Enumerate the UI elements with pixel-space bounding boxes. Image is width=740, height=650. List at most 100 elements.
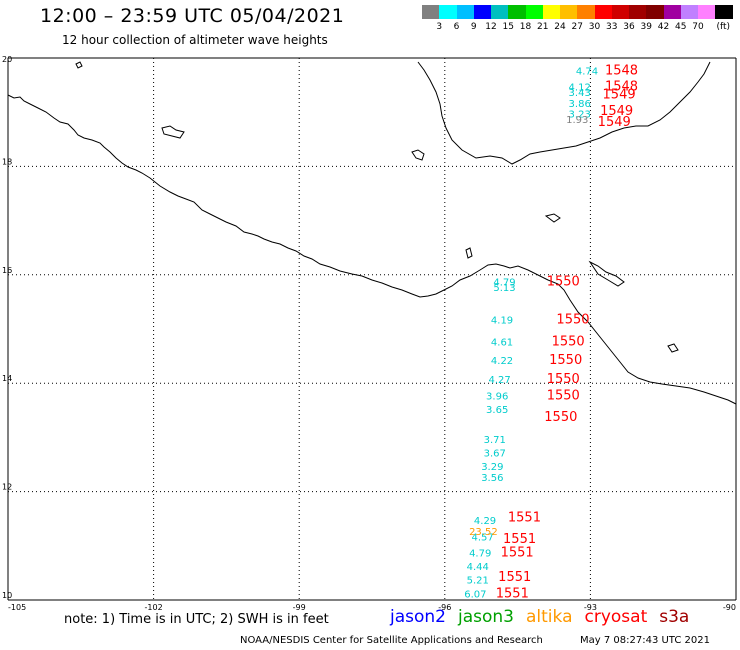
wave-height-value: 6.07	[464, 589, 486, 600]
scale-swatch	[663, 5, 681, 19]
wave-height-value: 3.67	[484, 448, 506, 459]
wave-height-value: 5.21	[467, 576, 489, 587]
scale-label: 33	[606, 22, 618, 32]
mission-jason3: jason3	[458, 607, 514, 627]
scale-label: 15	[502, 22, 514, 32]
scale-label: 9	[470, 22, 477, 32]
mission-cryosat: cryosat	[584, 607, 648, 627]
mission-altika: altika	[526, 607, 573, 627]
island-3	[588, 260, 625, 287]
latitude-label: 10	[2, 591, 12, 600]
longitude-label: -93	[584, 603, 597, 612]
latitude-labels: 20 18 16 14 12 10	[2, 55, 12, 600]
map-subtitle: 12 hour collection of altimeter wave hei…	[62, 33, 328, 47]
wave-height-value: 3.43	[569, 88, 591, 99]
scale-label: 6	[453, 22, 460, 32]
pass-time-label: 1550	[549, 353, 582, 368]
scale-swatch	[680, 5, 698, 19]
latitude-label: 20	[2, 55, 12, 64]
scale-swatch	[422, 5, 440, 19]
observations: 4.744.123.433.863.234.795.134.194.614.22…	[464, 63, 638, 601]
latitude-label: 12	[2, 483, 12, 492]
pass-time-label: 1550	[547, 372, 580, 387]
mission-legend: jason2 jason3 altika cryosat s3a	[390, 607, 701, 627]
wave-height-value: 4.44	[467, 562, 489, 573]
scale-swatch	[594, 5, 612, 19]
pass-time-label: 1551	[501, 546, 534, 561]
scale-swatch	[715, 5, 733, 19]
island-5	[667, 343, 679, 353]
latitude-label: 18	[2, 157, 12, 166]
footnote: note: 1) Time is in UTC; 2) SWH is in fe…	[64, 612, 329, 627]
pass-time-label: 1550	[547, 275, 580, 290]
scale-label: 30	[588, 22, 601, 32]
mission-jason2: jason2	[390, 607, 446, 627]
scale-swatch	[439, 5, 457, 19]
pass-time-label: 1550	[556, 313, 589, 328]
wave-height-value: 4.61	[491, 337, 513, 348]
scale-swatch	[646, 5, 664, 19]
scale-label: 12	[485, 22, 497, 32]
scale-label: 18	[519, 22, 532, 32]
longitude-labels: -105 -102 -99 -96 -93 -90	[8, 603, 736, 612]
color-scale-labels: 3 6 9 12 15 18 21 24 27 30 33 36 39 42 45 70 (ft)	[422, 22, 737, 34]
wave-height-value: 3.71	[484, 435, 506, 446]
scale-swatch	[542, 5, 560, 19]
longitude-label: -102	[145, 603, 163, 612]
pass-time-label: 1549	[598, 115, 631, 130]
scale-swatch	[698, 5, 716, 19]
scale-label: 21	[537, 22, 549, 32]
pass-time-label: 1550	[547, 388, 580, 403]
graticule-grid	[7, 57, 737, 601]
scale-swatch	[629, 5, 647, 19]
pass-time-label: 1549	[603, 88, 636, 103]
scale-label: 3	[436, 22, 443, 32]
wave-height-value: 4.74	[576, 66, 598, 77]
island-4	[544, 213, 561, 223]
scale-label: 27	[571, 22, 583, 32]
pass-time-label: 1548	[605, 80, 638, 95]
generation-timestamp: May 7 08:27:43 UTC 2021	[580, 635, 710, 646]
longitude-label: -99	[293, 603, 306, 612]
island-1	[161, 125, 185, 139]
map-title: 12:00 – 23:59 UTC 05/04/2021	[40, 5, 345, 27]
wave-height-value: 4.27	[488, 375, 510, 386]
scale-label: 42	[657, 22, 670, 32]
latitude-label: 14	[2, 374, 12, 383]
pass-time-label: 1550	[552, 334, 585, 349]
wave-height-value: 23.52	[469, 527, 498, 538]
pass-time-label: 1549	[600, 104, 633, 119]
wave-height-value: 3.86	[569, 99, 591, 110]
wave-height-value: 4.29	[474, 516, 496, 527]
color-scale-bar	[422, 5, 733, 19]
scale-label: 45	[675, 22, 687, 32]
wave-height-value: 4.12	[569, 83, 591, 94]
scale-label: 36	[623, 22, 635, 32]
wave-height-value: 1.93	[566, 115, 588, 126]
longitude-label: -105	[8, 603, 26, 612]
scale-swatch	[560, 5, 578, 19]
scale-swatch	[611, 5, 629, 19]
longitude-label: -90	[723, 603, 736, 612]
wave-height-value: 5.13	[493, 283, 515, 294]
pass-time-label: 1551	[508, 510, 541, 525]
pass-time-label: 1551	[503, 532, 536, 547]
wave-height-value: 4.79	[493, 278, 515, 289]
latitude-label: 16	[2, 266, 12, 275]
pass-time-label: 1548	[605, 63, 638, 78]
wave-height-value: 4.57	[471, 532, 493, 543]
credit-line: NOAA/NESDIS Center for Satellite Applica…	[240, 635, 543, 646]
scale-label: 70	[692, 22, 704, 32]
scale-swatch	[577, 5, 595, 19]
wave-height-value: 4.19	[491, 316, 513, 327]
island-6	[465, 247, 473, 259]
scale-swatch	[473, 5, 491, 19]
mexico-coastline	[7, 94, 737, 405]
scale-swatch	[525, 5, 543, 19]
pass-time-label: 1550	[544, 410, 577, 425]
mission-s3a: s3a	[659, 607, 690, 627]
scale-label: 39	[640, 22, 652, 32]
scale-label: (ft)	[716, 22, 731, 32]
scale-label: 24	[554, 22, 566, 32]
